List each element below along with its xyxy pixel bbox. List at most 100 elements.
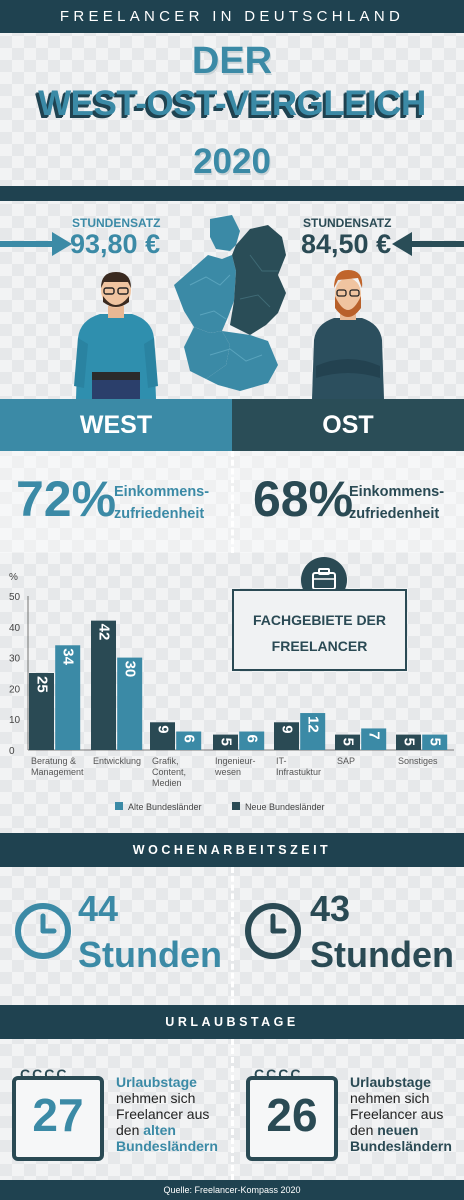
bar-neu: [213, 734, 238, 750]
bar-alt: [55, 645, 81, 750]
bar-value-label: 34: [60, 648, 77, 665]
bar-alt: [422, 734, 448, 750]
bar-value-label: 5: [427, 738, 444, 746]
chart-title-line-1: FACHGEBIETE DER: [252, 612, 386, 628]
clock-icon: [15, 903, 71, 959]
x-tick-label: Infrastuktur: [276, 767, 321, 777]
west-vac-line-5: Bundesländern: [116, 1138, 218, 1154]
y-tick-label: 30: [9, 654, 21, 665]
germany-map-icon: [174, 215, 286, 391]
x-tick-label: Entwicklung: [93, 756, 141, 766]
bar-neu: [274, 722, 299, 750]
dashed-divider: [231, 451, 234, 553]
ost-region-label: OST: [232, 399, 464, 451]
west-vac-den: den: [116, 1122, 144, 1138]
west-hours-unit: Stunden: [78, 934, 222, 975]
ost-satisfaction-label-2: zufriedenheit: [349, 506, 440, 522]
legend-swatch: [115, 802, 123, 810]
west-vac-line-3: Freelancer aus: [116, 1106, 210, 1122]
y-tick-label: 10: [9, 715, 21, 726]
bar-value-label: 25: [34, 676, 51, 693]
west-vac-line-1: Urlaubstage: [116, 1074, 197, 1090]
calendar-icon: [12, 1076, 104, 1161]
x-tick-label: Management: [31, 767, 84, 777]
bar-value-label: 9: [155, 725, 172, 733]
clock-icon: [245, 903, 301, 959]
ost-vacation-text: Urlaubstage nehmen sich Freelancer aus d…: [350, 1074, 452, 1154]
x-tick-label: Ingenieur-: [215, 756, 256, 766]
x-tick-label: Content,: [152, 767, 186, 777]
west-vac-alten: alten: [143, 1122, 176, 1138]
y-tick-label: 50: [9, 592, 21, 603]
bar-neu: [91, 620, 116, 750]
west-vacation-text: Urlaubstage nehmen sich Freelancer aus d…: [116, 1074, 218, 1154]
west-satisfaction-label-2: zufriedenheit: [114, 506, 205, 522]
bar-value-label: 6: [181, 735, 198, 743]
bar-neu: [396, 734, 421, 750]
ost-satisfaction-label-1: Einkommens-: [349, 484, 445, 500]
calendar-rings: CCCC: [20, 1066, 69, 1082]
section-vacation: URLAUBSTAGE: [0, 1005, 464, 1039]
ost-satisfaction-pct: 68%: [253, 471, 354, 527]
section-work-hours: WOCHENARBEITSZEIT: [0, 833, 464, 867]
bar-neu: [29, 673, 54, 750]
bar-value-label: 6: [244, 735, 261, 743]
chart-title-line-2: FREELANCER: [271, 638, 368, 654]
ost-vac-line-3: Freelancer aus: [350, 1106, 444, 1122]
west-rate-value: 93,80 €: [70, 229, 161, 259]
west-satisfaction-label-1: Einkommens-: [114, 484, 210, 500]
west-vacation-days: 27: [32, 1089, 84, 1141]
bar-value-label: 12: [305, 716, 322, 733]
ost-vac-den: den: [350, 1122, 378, 1138]
ost-rate-label: STUNDENSATZ: [303, 216, 392, 230]
chart-title-box: FACHGEBIETE DER FREELANCER: [232, 589, 407, 671]
west-rate-label: STUNDENSATZ: [72, 216, 161, 230]
legend-swatch: [232, 802, 240, 810]
west-hours-number: 44: [78, 888, 119, 929]
bar-alt: [239, 731, 265, 750]
west-region-label: WEST: [0, 399, 232, 451]
ost-vac-line-2: nehmen sich: [350, 1090, 430, 1106]
bar-alt: [176, 731, 202, 750]
bar-chart: % 0 10 20 30 40 50 25 34 Beratung &Management 42 30…: [9, 572, 454, 812]
calendar-icon: [246, 1076, 338, 1161]
west-freelancer-avatar: [74, 272, 158, 399]
bar-value-label: 5: [340, 738, 357, 746]
bar-value-label: 42: [96, 624, 113, 641]
y-tick-label: 40: [9, 623, 21, 634]
y-tick-label: 20: [9, 684, 21, 695]
ost-vac-line-1: Urlaubstage: [350, 1074, 431, 1090]
x-tick-label: Medien: [152, 778, 182, 788]
ost-rate-value: 84,50 €: [301, 229, 392, 259]
x-tick-label: SAP: [337, 756, 355, 766]
x-tick-label: IT-: [276, 756, 287, 766]
bar-alt: [300, 713, 326, 750]
legend-entry: Neue Bundesländer: [245, 802, 325, 812]
ost-vac-line-4: den neuen: [350, 1122, 452, 1138]
bar-value-label: 9: [279, 725, 296, 733]
x-tick-label: Beratung &: [31, 756, 76, 766]
ost-vacation-days: 26: [266, 1089, 318, 1141]
ost-hours-unit: Stunden: [310, 934, 454, 975]
header-kicker: FREELANCER IN DEUTSCHLAND: [0, 0, 464, 33]
west-satisfaction-pct: 72%: [16, 471, 117, 527]
title-der: DER: [191, 40, 273, 82]
bar-neu: [335, 734, 360, 750]
bar-alt: [361, 728, 387, 750]
arrow-left-icon: [392, 232, 464, 256]
dashed-divider: [231, 867, 234, 1005]
x-tick-label: Sonstiges: [398, 756, 438, 766]
dashed-divider: [231, 1039, 234, 1180]
divider-band: [0, 186, 464, 201]
title-year: 2020: [193, 142, 271, 181]
source-note: Quelle: Freelancer-Kompass 2020: [0, 1180, 464, 1200]
bar-value-label: 7: [366, 731, 383, 739]
ost-vac-line-5: Bundesländern: [350, 1138, 452, 1154]
bar-value-label: 5: [218, 738, 235, 746]
x-tick-label: Grafik,: [152, 756, 179, 766]
x-tick-label: wesen: [214, 767, 241, 777]
ost-vac-neuen: neuen: [377, 1122, 419, 1138]
west-vac-line-2: nehmen sich: [116, 1090, 196, 1106]
ost-hours-number: 43: [310, 888, 351, 929]
y-tick-label: 0: [9, 746, 15, 757]
